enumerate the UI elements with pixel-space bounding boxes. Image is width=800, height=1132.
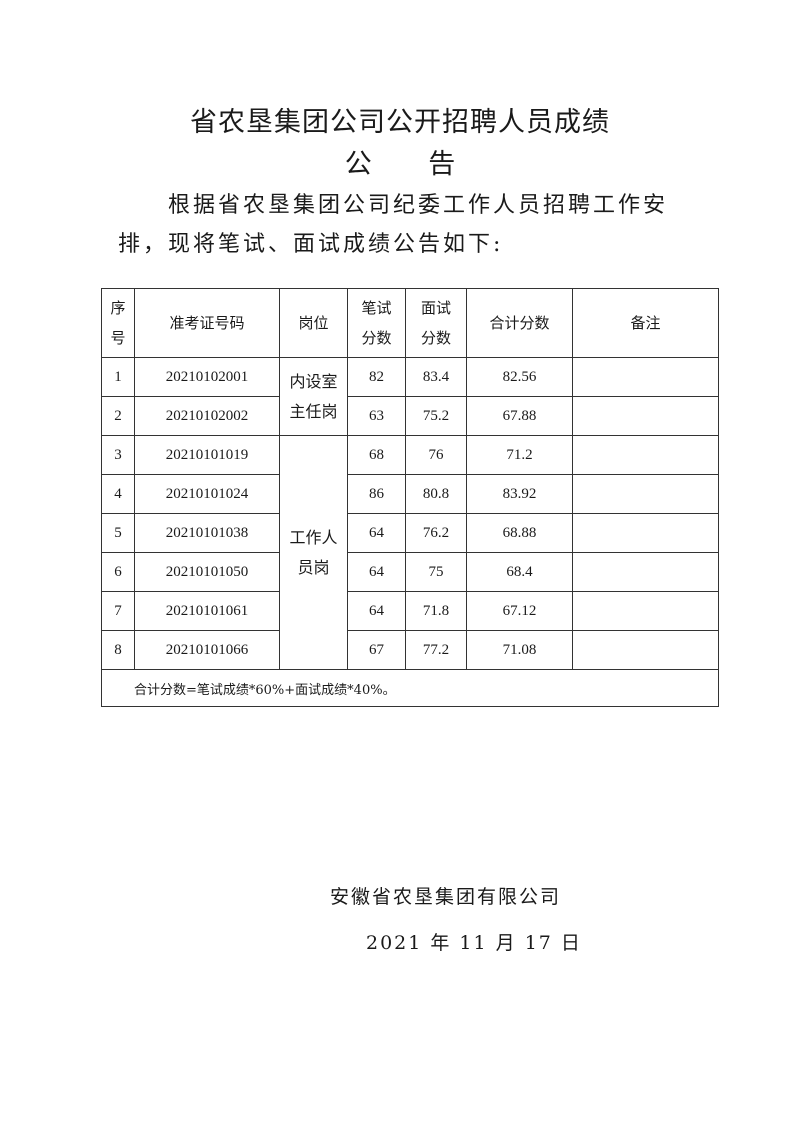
written-score-cell: 64: [347, 552, 406, 592]
exam-id-cell: 20210101050: [134, 552, 280, 592]
written-score-cell: 64: [347, 513, 406, 553]
remark-cell: [572, 474, 719, 514]
remark-cell: [572, 552, 719, 592]
interview-score-cell: 83.4: [405, 357, 467, 397]
header-seq: 序号: [101, 288, 135, 358]
total-score-cell: 67.12: [466, 591, 573, 631]
total-score-cell: 71.2: [466, 435, 573, 475]
header-remark: 备注: [572, 288, 719, 358]
remark-cell: [572, 396, 719, 436]
seq-cell: 1: [101, 357, 135, 397]
exam-id-cell: 20210101066: [134, 630, 280, 670]
total-score-cell: 82.56: [466, 357, 573, 397]
table-row: 3 20210101019 工作人员岗 68 76 71.2: [101, 435, 719, 670]
role-cell: 工作人员岗: [279, 435, 348, 670]
remark-cell: [572, 357, 719, 397]
remark-cell: [572, 513, 719, 553]
remark-cell: [572, 435, 719, 475]
table-row: 2 20210102002 63 75.2 67.88: [101, 396, 719, 436]
scores-table: 序号 准考证号码 岗位 笔试分数 面试分数 合计分数 备注 1 202101020…: [101, 288, 719, 707]
document-title: 省农垦集团公司公开招聘人员成绩: [190, 107, 610, 138]
header-interview: 面试分数: [405, 288, 467, 358]
document-subtitle: 公 告: [344, 149, 480, 180]
total-score-cell: 71.08: [466, 630, 573, 670]
total-score-cell: 67.88: [466, 396, 573, 436]
seq-cell: 4: [101, 474, 135, 514]
exam-id-cell: 20210101024: [134, 474, 280, 514]
exam-id-cell: 20210101038: [134, 513, 280, 553]
header-id: 准考证号码: [134, 288, 280, 358]
role-cell: 内设室主任岗: [279, 357, 348, 436]
header-written: 笔试分数: [347, 288, 406, 358]
written-score-cell: 82: [347, 357, 406, 397]
intro-paragraph: 根据省农垦集团公司纪委工作人员招聘工作安排，现将笔试、面试成绩公告如下:: [118, 193, 669, 257]
seq-cell: 6: [101, 552, 135, 592]
interview-score-cell: 76.2: [405, 513, 467, 553]
interview-score-cell: 77.2: [405, 630, 467, 670]
written-score-cell: 64: [347, 591, 406, 631]
interview-score-cell: 75.2: [405, 396, 467, 436]
exam-id-cell: 20210101019: [134, 435, 280, 475]
written-score-cell: 67: [347, 630, 406, 670]
table-row: 4 20210101024 86 80.8 83.92: [101, 474, 719, 514]
remark-cell: [572, 630, 719, 670]
interview-score-cell: 75: [405, 552, 467, 592]
seq-cell: 8: [101, 630, 135, 670]
total-score-cell: 68.88: [466, 513, 573, 553]
table-row: 7 20210101061 64 71.8 67.12: [101, 591, 719, 631]
seq-cell: 7: [101, 591, 135, 631]
remark-cell: [572, 591, 719, 631]
formula-note: 合计分数=笔试成绩*60%+面试成绩*40%。: [101, 669, 719, 707]
total-score-cell: 83.92: [466, 474, 573, 514]
seq-cell: 5: [101, 513, 135, 553]
written-score-cell: 63: [347, 396, 406, 436]
written-score-cell: 86: [347, 474, 406, 514]
table-note-row: 合计分数=笔试成绩*60%+面试成绩*40%。: [101, 669, 719, 707]
exam-id-cell: 20210101061: [134, 591, 280, 631]
exam-id-cell: 20210102002: [134, 396, 280, 436]
written-score-cell: 68: [347, 435, 406, 475]
header-total: 合计分数: [466, 288, 573, 358]
table-row: 8 20210101066 67 77.2 71.08: [101, 630, 719, 670]
issuer-signature: 安徽省农垦集团有限公司: [330, 886, 562, 908]
interview-score-cell: 76: [405, 435, 467, 475]
table-row: 5 20210101038 64 76.2 68.88: [101, 513, 719, 553]
table-header-row: 序号 准考证号码 岗位 笔试分数 面试分数 合计分数 备注: [101, 288, 719, 358]
seq-cell: 3: [101, 435, 135, 475]
total-score-cell: 68.4: [466, 552, 573, 592]
issue-date: 2021 年 11 月 17 日: [366, 932, 582, 954]
header-role: 岗位: [279, 288, 348, 358]
table-row: 6 20210101050 64 75 68.4: [101, 552, 719, 592]
table-row: 1 20210102001 内设室主任岗 82 83.4 82.56: [101, 357, 719, 436]
seq-cell: 2: [101, 396, 135, 436]
exam-id-cell: 20210102001: [134, 357, 280, 397]
interview-score-cell: 80.8: [405, 474, 467, 514]
interview-score-cell: 71.8: [405, 591, 467, 631]
